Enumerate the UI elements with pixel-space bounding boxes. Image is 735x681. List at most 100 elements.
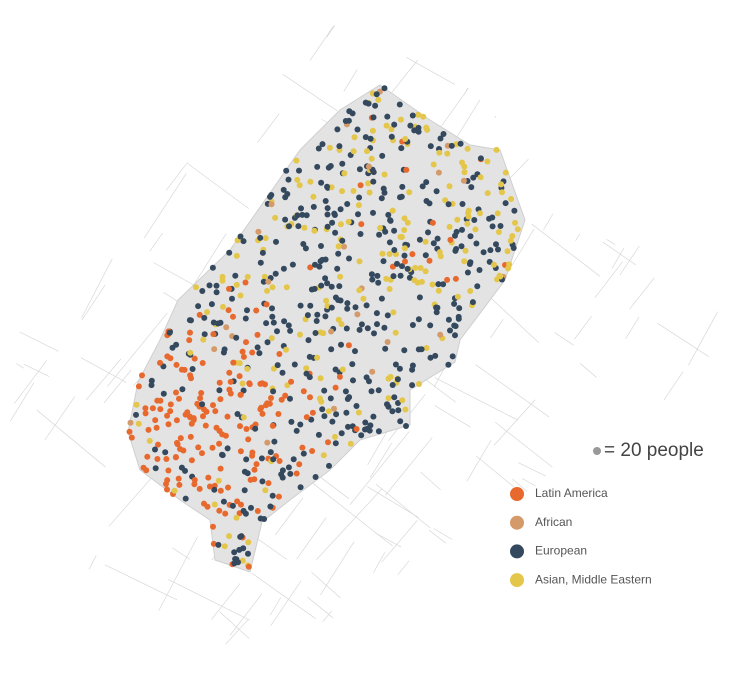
population-dot [396, 101, 403, 108]
street [201, 98, 222, 113]
street [32, 612, 112, 650]
population-dot [243, 456, 250, 463]
population-dot [268, 335, 275, 342]
street [282, 74, 338, 112]
population-dot [291, 361, 298, 368]
street [623, 20, 680, 74]
street [717, 465, 720, 541]
population-dot [498, 181, 505, 188]
population-dot [244, 307, 250, 314]
population-dot [422, 238, 429, 245]
population-dot [433, 304, 440, 311]
street [375, 483, 431, 529]
population-dot [301, 224, 308, 231]
population-dot [143, 467, 150, 474]
population-dot [193, 284, 199, 291]
population-dot [302, 245, 309, 252]
population-dot [461, 169, 468, 176]
population-dot [332, 440, 339, 447]
population-dot [397, 418, 404, 425]
street [611, 247, 625, 269]
population-dot [452, 275, 459, 282]
population-dot [187, 414, 194, 421]
population-dot [263, 320, 270, 327]
population-dot [177, 435, 184, 442]
street [575, 217, 591, 241]
population-dot [452, 323, 459, 330]
population-dot [171, 487, 178, 494]
population-dot [368, 271, 375, 278]
population-dot [370, 413, 377, 420]
population-dot [329, 219, 336, 226]
street [24, 623, 47, 637]
population-dot [216, 387, 223, 394]
population-dot [423, 179, 430, 186]
population-dot [133, 401, 140, 408]
population-dot [245, 539, 252, 546]
street [107, 0, 140, 11]
population-dot [221, 543, 228, 550]
population-dot [369, 127, 376, 134]
population-dot [162, 449, 169, 456]
population-dot [467, 233, 474, 240]
street [491, 24, 521, 57]
population-dot [351, 134, 358, 141]
population-dot [311, 227, 318, 234]
population-dot [339, 237, 346, 244]
population-dot [437, 331, 444, 338]
population-dot [493, 146, 500, 153]
population-dot [387, 373, 394, 380]
population-dot [217, 396, 224, 403]
population-dot [386, 251, 393, 257]
population-dot [242, 279, 249, 286]
population-dot [497, 223, 504, 229]
street [309, 20, 339, 61]
population-dot [165, 467, 172, 474]
population-dot [495, 246, 501, 253]
population-dot [160, 390, 167, 397]
population-dot [365, 100, 372, 107]
population-dot [254, 331, 261, 338]
legend-label: European [535, 544, 587, 558]
population-dot [149, 405, 156, 412]
population-dot [389, 382, 396, 388]
population-dot [308, 416, 315, 423]
street [10, 382, 35, 430]
street [556, 592, 583, 611]
population-dot [210, 331, 217, 338]
population-dot [195, 444, 202, 451]
street [108, 472, 157, 527]
population-dot [317, 375, 324, 382]
population-dot [437, 253, 444, 260]
street [679, 213, 717, 246]
population-dot [182, 495, 189, 502]
legend-swatch [510, 544, 524, 559]
population-dot [486, 258, 493, 265]
population-dot [326, 462, 332, 469]
street [488, 500, 532, 582]
population-dot [295, 223, 302, 230]
population-dot [356, 258, 363, 265]
street [656, 584, 677, 613]
population-dot [225, 484, 231, 491]
population-dot [390, 309, 397, 316]
population-dot [259, 410, 266, 417]
population-dot [329, 418, 336, 425]
population-dot [274, 328, 280, 335]
population-dot [196, 311, 203, 318]
population-dot [154, 456, 161, 462]
population-dot [206, 282, 213, 289]
population-dot [399, 183, 406, 190]
population-dot [189, 366, 196, 372]
population-dot [416, 236, 423, 243]
population-dot [314, 163, 321, 170]
population-dot [127, 419, 134, 426]
population-dot [397, 116, 404, 123]
population-dot [389, 207, 396, 214]
population-dot [220, 498, 227, 505]
population-dot [163, 456, 170, 462]
population-dot [355, 211, 361, 218]
street [475, 364, 550, 418]
street [439, 20, 462, 32]
street [673, 512, 693, 549]
